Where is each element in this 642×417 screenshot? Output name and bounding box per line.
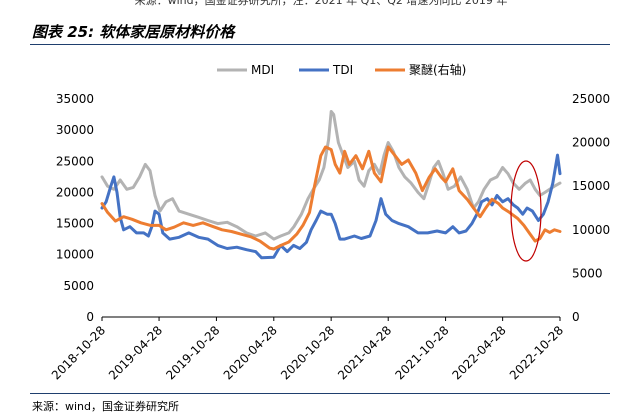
x-tick-label: 2019-10-28	[163, 323, 222, 382]
y-left-tick-label: 20000	[56, 185, 94, 199]
series-line-3	[100, 145, 562, 251]
x-tick-label: 2020-10-28	[278, 323, 337, 382]
chart-lines	[100, 110, 562, 260]
y-left-tick-label: 35000	[56, 92, 94, 106]
x-tick-label: 2021-10-28	[392, 323, 451, 382]
y-left-tick-label: 10000	[56, 248, 94, 262]
chart-legend: MDI TDI 聚醚(右轴)	[217, 62, 466, 77]
x-tick-label: 2020-04-28	[221, 323, 280, 382]
y-right-tick-label: 10000	[572, 223, 610, 237]
x-tick-label: 2018-10-28	[49, 323, 108, 382]
top-note: 来源：wind，国金证券研究所，注：2021 年 Q1、Q2 增速为同比 201…	[134, 0, 508, 7]
source-note: 来源：wind，国金证券研究所	[32, 400, 180, 413]
y-left-tick-label: 30000	[56, 123, 94, 137]
x-tick-label: 2019-04-28	[106, 323, 165, 382]
y-left-tick-label: 15000	[56, 217, 94, 231]
y-right-tick-label: 20000	[572, 136, 610, 150]
x-tick-label: 2022-04-28	[450, 323, 509, 382]
title-bar: 图表 25: 软体家居原材料价格	[30, 20, 610, 45]
series-line-2	[100, 153, 562, 260]
legend-label: TDI	[332, 63, 353, 77]
legend-label: MDI	[251, 63, 274, 77]
y-right-tick-label: 15000	[572, 179, 610, 193]
x-tick-label: 2021-04-28	[335, 323, 394, 382]
x-tick-label: 2022-10-28	[507, 323, 566, 382]
y-right-tick-label: 25000	[572, 92, 610, 106]
legend-label: 聚醚(右轴)	[409, 62, 466, 77]
figure-title: 图表 25: 软体家居原材料价格	[32, 23, 235, 41]
y-left-tick-label: 0	[86, 310, 94, 324]
y-left-tick-label: 5000	[63, 279, 94, 293]
y-left-tick-label: 25000	[56, 154, 94, 168]
y-right-tick-label: 5000	[572, 266, 603, 280]
series-line-1	[100, 110, 562, 241]
source-bar: 来源：wind，国金证券研究所	[30, 393, 610, 413]
highlight-ellipse	[510, 160, 542, 262]
y-right-tick-label: 0	[572, 310, 580, 324]
